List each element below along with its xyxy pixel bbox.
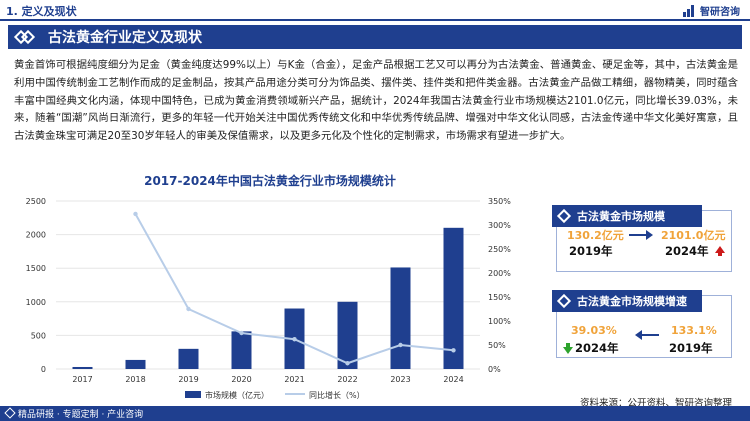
brand-logo: 智研咨询 [683, 3, 740, 18]
x-tick-label: 2020 [231, 375, 251, 384]
right-tick-label: 200% [488, 269, 511, 278]
growth-point [451, 348, 456, 353]
title-banner: 古法黄金行业定义及现状 [8, 25, 742, 49]
left-tick-label: 0 [41, 365, 46, 374]
bar-2024 [443, 227, 464, 369]
diamond-icon [13, 28, 38, 46]
diamond-icon [556, 208, 572, 224]
right-tick-label: 150% [488, 293, 511, 302]
scale-to-value: 2101.0亿元 [661, 229, 726, 242]
right-tick-label: 250% [488, 245, 511, 254]
top-bar: 1. 定义及现状 智研咨询 [0, 0, 750, 21]
growth-right-value: 133.1% [671, 324, 717, 337]
down-arrow-icon [563, 343, 573, 354]
x-tick-label: 2019 [178, 375, 198, 384]
left-tick-label: 2500 [26, 197, 46, 206]
growth-point [239, 330, 244, 336]
scale-card-header: 古法黄金市场规模 [552, 205, 702, 227]
left-tick-label: 1500 [26, 264, 46, 273]
right-tick-label: 300% [488, 221, 511, 230]
bar-2019 [178, 348, 199, 369]
growth-point [345, 361, 350, 366]
scale-from-year: 2019年 [569, 244, 613, 258]
scale-card-title: 古法黄金市场规模 [577, 210, 665, 223]
bar-2023 [390, 267, 411, 369]
growth-card-header: 古法黄金市场规模增速 [552, 290, 702, 312]
x-tick-label: 2022 [337, 375, 357, 384]
scale-to-year: 2024年 [665, 244, 709, 258]
brand-name: 智研咨询 [700, 7, 740, 18]
bar-2020 [231, 331, 252, 369]
right-tick-label: 350% [488, 197, 511, 206]
scale-from-value: 130.2亿元 [567, 229, 624, 242]
growth-right-year: 2019年 [669, 341, 713, 355]
legend-bar-swatch [185, 391, 201, 398]
x-tick-label: 2024 [443, 375, 463, 384]
x-tick-label: 2021 [284, 375, 304, 384]
bar-2018 [125, 359, 146, 369]
bar-2017 [72, 366, 93, 369]
top-divider [0, 19, 750, 21]
body-paragraph: 黄金首饰可根据纯度细分为足金（黄金纯度达99%以上）与K金（合金），足金产品根据… [14, 59, 738, 143]
right-arrow-icon [629, 230, 653, 240]
section-title: 1. 定义及现状 [6, 5, 77, 18]
growth-point [292, 337, 297, 342]
x-tick-label: 2018 [125, 375, 145, 384]
right-tick-label: 0% [488, 365, 501, 374]
growth-card: 古法黄金市场规模增速 39.03% 2024年 133.1% 2019年 [552, 290, 732, 358]
footer-bar: 精品研报 · 专题定制 · 产业咨询 [0, 406, 750, 421]
market-chart: 0 500 1000 1500 2000 2500 0% 50% 100% 150% 200% 250… [26, 197, 512, 400]
left-arrow-icon [637, 334, 659, 336]
right-tick-label: 100% [488, 317, 511, 326]
x-tick-label: 2017 [72, 375, 92, 384]
footer-text: 精品研报 · 专题定制 · 产业咨询 [18, 410, 144, 420]
growth-left-value: 39.03% [571, 324, 617, 337]
source-note: 资料来源：公开资料、智研咨询整理 [579, 398, 732, 409]
diamond-icon [556, 293, 572, 309]
growth-point [398, 342, 403, 348]
right-tick-label: 50% [488, 341, 506, 350]
scale-card: 古法黄金市场规模 130.2亿元 2019年 2101.0亿元 2024年 [552, 205, 732, 272]
x-tick-label: 2023 [390, 375, 410, 384]
growth-point [133, 211, 138, 217]
legend-line-label: 同比增长（%） [309, 390, 365, 400]
bar-2022 [337, 301, 358, 369]
diamond-icon [4, 407, 16, 419]
growth-left-year: 2024年 [575, 341, 619, 355]
growth-card-title: 古法黄金市场规模增速 [577, 295, 687, 308]
up-arrow-icon [715, 246, 725, 256]
logo-bars-icon [683, 4, 697, 17]
chart-title: 2017-2024年中国古法黄金行业市场规模统计 [144, 174, 396, 188]
left-tick-label: 1000 [26, 298, 46, 307]
growth-point [186, 306, 191, 312]
banner-title: 古法黄金行业定义及现状 [48, 30, 202, 46]
legend-bar-label: 市场规模（亿元） [205, 390, 269, 400]
left-tick-label: 500 [31, 331, 46, 340]
left-tick-label: 2000 [26, 231, 46, 240]
